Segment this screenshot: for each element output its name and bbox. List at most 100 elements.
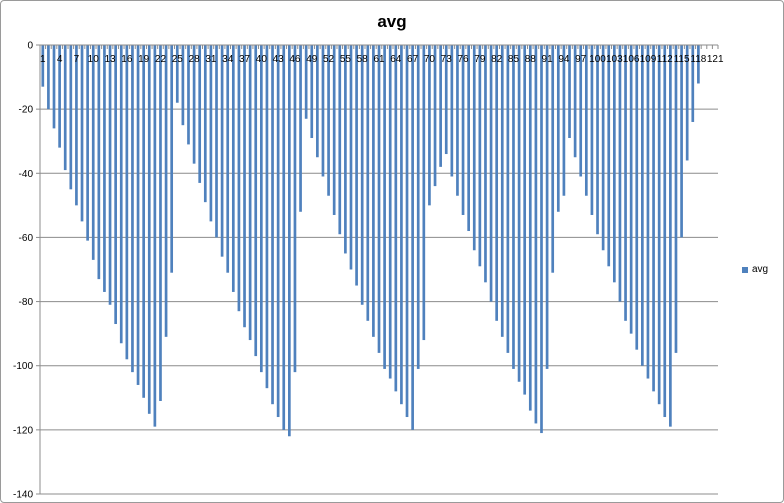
bar-98 bbox=[584, 45, 588, 196]
bar-26 bbox=[181, 45, 185, 126]
bar-87 bbox=[523, 45, 527, 395]
bar-59 bbox=[366, 45, 370, 321]
bar-104 bbox=[618, 45, 622, 302]
bar-79 bbox=[478, 45, 482, 267]
x-tick-label: 79 bbox=[474, 54, 486, 65]
bar-108 bbox=[641, 45, 644, 366]
bar-68 bbox=[416, 45, 420, 369]
bar-2 bbox=[47, 45, 50, 110]
bar-62 bbox=[383, 45, 386, 369]
x-tick-label: 40 bbox=[256, 54, 268, 65]
bar-66 bbox=[405, 45, 409, 418]
bar-37 bbox=[243, 45, 246, 328]
x-tick-label: 7 bbox=[74, 54, 80, 65]
bar-30 bbox=[203, 45, 207, 203]
y-tick-label: -120 bbox=[13, 425, 33, 436]
bar-53 bbox=[332, 45, 336, 215]
bar-54 bbox=[338, 45, 342, 235]
x-tick-label: 103 bbox=[606, 54, 623, 65]
bar-109 bbox=[646, 45, 650, 379]
bar-86 bbox=[517, 45, 521, 382]
bar-94 bbox=[562, 45, 566, 196]
x-tick-label: 106 bbox=[623, 54, 640, 65]
x-tick-label: 52 bbox=[323, 54, 335, 65]
bar-51 bbox=[321, 45, 325, 177]
bar-12 bbox=[103, 45, 106, 292]
x-tick-label: 31 bbox=[205, 54, 217, 65]
bar-4 bbox=[58, 45, 61, 148]
bar-96 bbox=[573, 45, 577, 158]
bar-92 bbox=[551, 45, 555, 273]
x-tick-label: 25 bbox=[172, 54, 184, 65]
bar-95 bbox=[568, 45, 571, 139]
bar-76 bbox=[461, 45, 465, 215]
bar-50 bbox=[316, 45, 319, 158]
x-tick-label: 19 bbox=[138, 54, 150, 65]
bar-22 bbox=[159, 45, 162, 401]
bar-63 bbox=[388, 45, 392, 379]
bar-105 bbox=[624, 45, 627, 321]
legend: avg bbox=[742, 264, 768, 275]
x-tick-label: 67 bbox=[407, 54, 419, 65]
bar-56 bbox=[349, 45, 353, 270]
bar-47 bbox=[299, 45, 302, 212]
bar-81 bbox=[489, 45, 493, 302]
bar-57 bbox=[355, 45, 358, 286]
bar-14 bbox=[114, 45, 117, 325]
bar-1 bbox=[41, 45, 45, 87]
bar-101 bbox=[601, 45, 605, 251]
x-tick-label: 88 bbox=[525, 54, 537, 65]
x-tick-label: 10 bbox=[88, 54, 100, 65]
x-tick-label: 13 bbox=[104, 54, 116, 65]
bar-10 bbox=[91, 45, 95, 260]
x-tick-label: 58 bbox=[357, 54, 369, 65]
x-tick-label: 118 bbox=[690, 54, 706, 65]
x-tick-label: 64 bbox=[390, 54, 402, 65]
bar-7 bbox=[75, 45, 78, 206]
x-tick-label: 1 bbox=[40, 54, 46, 65]
bar-102 bbox=[607, 45, 611, 267]
bars bbox=[41, 45, 700, 437]
bar-111 bbox=[657, 45, 661, 405]
bar-32 bbox=[215, 45, 218, 238]
x-tick-labels: 1 4 7 10 13 16 19 22 25 28 31 34 37 40 43 46 49 52 55 58 61 6… bbox=[40, 54, 724, 65]
bar-39 bbox=[254, 45, 258, 357]
bar-71 bbox=[433, 45, 437, 187]
bar-40 bbox=[259, 45, 263, 373]
x-tick-label: 28 bbox=[189, 54, 201, 65]
bar-115 bbox=[680, 45, 683, 238]
bar-118 bbox=[697, 45, 700, 84]
bar-16 bbox=[125, 45, 129, 360]
x-tick-label: 121 bbox=[707, 54, 724, 65]
bar-90 bbox=[540, 45, 543, 434]
bar-100 bbox=[596, 45, 599, 235]
axes bbox=[36, 44, 719, 495]
x-tick-label: 46 bbox=[289, 54, 301, 65]
x-tick-label: 49 bbox=[306, 54, 318, 65]
bar-27 bbox=[187, 45, 190, 145]
x-tick-label: 73 bbox=[441, 54, 453, 65]
bar-38 bbox=[248, 45, 252, 341]
bar-42 bbox=[271, 45, 274, 405]
x-tick-label: 112 bbox=[657, 54, 673, 65]
bar-5 bbox=[63, 45, 67, 171]
bar-65 bbox=[400, 45, 403, 405]
x-tick-label: 16 bbox=[121, 54, 133, 65]
bar-77 bbox=[467, 45, 470, 232]
bar-17 bbox=[131, 45, 134, 373]
bar-24 bbox=[170, 45, 174, 273]
bar-97 bbox=[579, 45, 583, 177]
x-tick-label: 37 bbox=[239, 54, 251, 65]
bar-75 bbox=[456, 45, 459, 196]
bar-110 bbox=[652, 45, 655, 392]
bar-31 bbox=[209, 45, 213, 222]
x-tick-label: 115 bbox=[674, 54, 690, 65]
bar-36 bbox=[237, 45, 241, 312]
x-tick-label: 22 bbox=[155, 54, 167, 65]
bar-28 bbox=[192, 45, 196, 164]
y-tick-label: -40 bbox=[19, 169, 34, 180]
bar-52 bbox=[327, 45, 330, 196]
bar-78 bbox=[472, 45, 476, 251]
bar-112 bbox=[663, 45, 667, 418]
